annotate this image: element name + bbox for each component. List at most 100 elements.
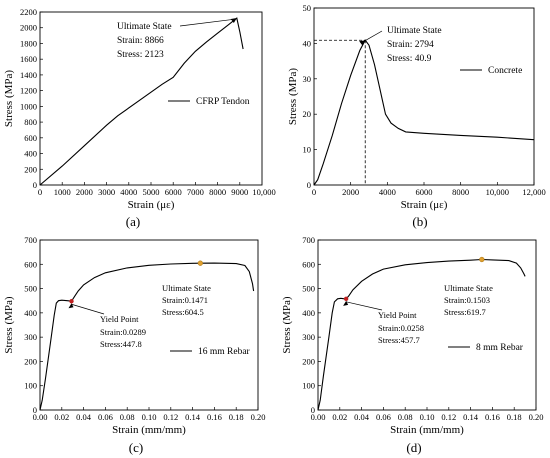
x-tick-label: 0.10 [142,412,157,422]
x-axis-label: Strain (mm/mm) [112,424,186,436]
y-tick-label: 500 [24,284,37,294]
x-tick-label: 0.04 [354,412,370,422]
x-tick-label: 0.06 [376,412,391,422]
legend-label: CFRP Tendon [196,97,250,107]
y-tick-label: 0 [33,180,37,190]
y-tick-label: 1200 [20,86,37,96]
panel-label: (b) [412,214,427,229]
x-tick-label: 0.14 [185,412,201,422]
chart-panel-3: 0.00 0.02 0.04 0.06 0.08 0.10 0.12 0.14 0.16 0.18… [3,235,265,455]
y-tick-label: 30 [303,74,312,84]
y-tick-label: 1600 [20,54,37,64]
y-tick-label: 400 [24,308,37,318]
ultimate-point [479,256,485,263]
x-tick-label: 0.00 [311,412,326,422]
annotation-stress: Stress:604.5 [162,307,204,317]
yield-arrow [346,301,383,311]
y-tick-label: 2000 [20,23,37,33]
y-tick-label: 400 [24,149,37,159]
x-tick-label: 12,000 [522,187,545,197]
x-tick-label: 2000 [342,187,359,197]
yield-point [343,296,349,302]
annotation-arrow [364,30,383,42]
annotation-title: Ultimate State [162,283,211,293]
x-axis-label: Strain (mm/mm) [390,424,464,436]
x-tick-label: 2000 [76,187,93,197]
arrow-head [359,40,366,46]
x-tick-label: 0.10 [420,412,435,422]
series-line [317,258,526,411]
y-tick-label: 100 [302,381,315,391]
y-axis-label: Stress (MPa) [281,296,293,353]
y-tick-label: 300 [302,332,315,342]
x-tick-label: 8000 [209,187,226,197]
arrow-head [68,303,74,309]
annotation-stress: Stress: 40.9 [387,54,432,64]
x-tick-label: 9000 [231,187,248,197]
annotation-title: Ultimate State [444,283,493,293]
legend-label: 8 mm Rebar [476,343,524,353]
y-tick-label: 700 [302,235,315,245]
annotation-strain: Strain: 2794 [387,40,434,50]
x-tick-label: 0.08 [398,412,413,422]
yield-title: Yield Point [378,310,417,320]
x-tick-label: 0.16 [207,412,222,422]
annotation-strain: Strain:0.1471 [162,295,208,305]
x-axis-label: Strain (με) [128,199,175,211]
legend-label: Concrete [488,66,522,76]
x-tick-label: 0.20 [251,412,266,422]
y-tick-label: 200 [24,356,37,366]
annotation-stress: Stress:619.7 [444,307,486,317]
x-tick-label: 0.16 [485,412,500,422]
x-tick-label: 0.02 [54,412,69,422]
y-tick-label: 500 [302,284,315,294]
chart-panel-2: 0 2000 4000 6000 8000 10,000 12,000 0 10 20 30 40 50… [287,3,546,229]
y-tick-label: 1000 [20,101,37,111]
x-tick-label: 0.04 [76,412,92,422]
y-tick-label: 600 [24,133,37,143]
ultimate-point [197,260,203,266]
y-tick-label: 600 [24,259,37,269]
x-tick-label: 0.06 [98,412,113,422]
annotation-title: Ultimate State [117,22,172,32]
annotation-strain: Strain: 8866 [117,36,164,46]
y-tick-label: 600 [302,259,315,269]
y-tick-label: 200 [24,164,37,174]
panel-label: (c) [129,440,143,455]
yield-stress: Stress:457.7 [378,335,420,345]
series-line [39,262,255,411]
x-tick-label: 0 [38,187,42,197]
x-tick-label: 5000 [143,187,160,197]
x-tick-label: 4000 [379,187,396,197]
yield-strain: Strain:0.0258 [378,323,424,333]
yield-strain: Strain:0.0289 [100,327,146,337]
y-tick-label: 100 [24,381,37,391]
y-tick-label: 700 [24,235,37,245]
annotation-title: Ultimate State [387,26,442,36]
y-tick-label: 40 [303,38,312,48]
yield-arrow [71,303,105,315]
y-axis-label: Stress (MPa) [3,70,15,127]
x-tick-label: 0 [312,187,316,197]
y-tick-label: 200 [302,356,315,366]
y-tick-label: 10 [303,145,312,155]
x-tick-label: 10,000 [252,187,275,197]
y-tick-label: 0 [33,405,37,415]
x-tick-label: 0.18 [507,412,522,422]
arrow-head [343,300,349,306]
chart-panel-4: 0.00 0.02 0.04 0.06 0.08 0.10 0.12 0.14 0.16 0.18… [281,235,543,455]
yield-title: Yield Point [100,314,139,324]
y-tick-label: 2200 [20,7,37,17]
x-tick-label: 6000 [416,187,433,197]
x-tick-label: 0.18 [229,412,244,422]
arrow-head [230,18,237,24]
y-tick-label: 50 [303,3,312,13]
annotation-arrow [179,18,236,27]
annotation-strain: Strain:0.1503 [444,295,490,305]
y-tick-label: 1400 [20,70,37,80]
x-tick-label: 0.00 [33,412,48,422]
y-axis-label: Stress (MPa) [287,68,299,125]
legend-label: 16 mm Rebar [198,347,251,357]
y-tick-label: 0 [307,180,311,190]
